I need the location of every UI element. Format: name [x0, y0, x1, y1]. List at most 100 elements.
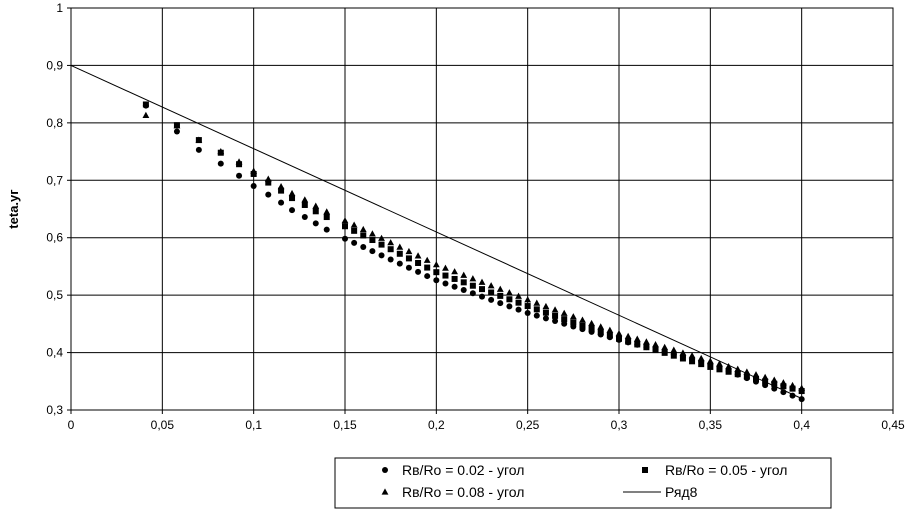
data-point [288, 189, 296, 197]
data-point [789, 385, 796, 392]
data-point [359, 225, 367, 233]
data-point [278, 187, 285, 194]
data-point [542, 315, 549, 322]
data-point [396, 250, 403, 257]
data-point [770, 376, 778, 383]
data-point [423, 256, 431, 263]
data-point [743, 373, 750, 380]
data-point [323, 214, 330, 221]
legend-item: Rв/Ro = 0.08 - угол [381, 484, 524, 500]
data-point [264, 175, 272, 182]
data-point [387, 256, 394, 263]
data-point [478, 278, 486, 285]
y-tick-label: 1 [56, 1, 63, 15]
data-point [289, 195, 296, 202]
data-point [633, 335, 641, 342]
data-point [387, 246, 394, 253]
data-point [798, 396, 805, 403]
data-point [661, 349, 668, 356]
data-point [250, 170, 257, 177]
y-tick-label: 0,4 [46, 346, 63, 360]
x-tick-label: 0,3 [611, 418, 628, 432]
data-point [524, 296, 532, 303]
data-point [342, 235, 348, 242]
data-point [716, 366, 723, 373]
data-point [479, 286, 485, 293]
data-point [670, 346, 678, 353]
data-point [360, 244, 367, 251]
legend-marker [382, 467, 388, 473]
data-point [579, 316, 586, 323]
x-tick-label: 0,2 [428, 418, 445, 432]
y-tick-label: 0,8 [46, 116, 63, 130]
data-point [442, 272, 449, 279]
data-point [289, 207, 296, 214]
data-point [515, 292, 522, 299]
data-point [497, 292, 504, 299]
data-point [173, 122, 181, 129]
data-point [679, 355, 686, 362]
data-point [561, 320, 568, 327]
data-point [415, 259, 422, 266]
data-point [142, 111, 150, 118]
data-point [369, 237, 376, 244]
data-point [643, 344, 650, 351]
data-point [515, 299, 522, 306]
data-point [432, 261, 440, 268]
data-point [688, 352, 696, 359]
data-point [752, 371, 760, 378]
data-point [323, 208, 331, 215]
data-point [533, 299, 541, 306]
data-point [387, 239, 395, 246]
data-point [415, 268, 422, 275]
data-point [597, 323, 605, 330]
data-point [265, 179, 272, 186]
legend: Rв/Ro = 0.02 - угол Rв/Ro = 0.05 - угол Rв… [334, 457, 832, 509]
x-tick-label: 0,05 [151, 418, 175, 432]
data-point [341, 217, 349, 224]
data-point [250, 183, 257, 190]
data-point [780, 383, 787, 390]
data-point [217, 147, 225, 155]
data-point [173, 128, 180, 135]
y-tick-label: 0,7 [46, 173, 63, 187]
data-point [707, 363, 714, 370]
data-point [615, 330, 623, 337]
data-point [588, 319, 595, 327]
data-point [798, 388, 805, 395]
series-4 [70, 64, 802, 399]
legend-label: Ряд8 [665, 484, 698, 500]
data-point [634, 341, 641, 348]
data-point [506, 296, 513, 303]
data-point [301, 196, 309, 203]
data-point [378, 241, 385, 248]
data-point [597, 329, 604, 336]
data-point [579, 322, 586, 329]
data-point [369, 248, 376, 255]
data-point [706, 357, 714, 364]
x-tick-label: 0,25 [516, 418, 540, 432]
x-tick-label: 0,4 [793, 418, 810, 432]
data-point [414, 252, 422, 259]
data-point [301, 214, 308, 221]
data-point [552, 318, 559, 325]
data-point [312, 208, 319, 215]
legend-label: Rв/Ro = 0.08 - угол [402, 484, 524, 500]
data-point [551, 306, 559, 313]
data-point [142, 101, 149, 108]
data-point [451, 283, 458, 290]
data-point [312, 202, 320, 209]
data-point [442, 264, 449, 271]
data-point [771, 380, 778, 387]
data-point [442, 280, 449, 287]
series-line [70, 64, 802, 399]
data-point [351, 239, 358, 246]
data-point [378, 252, 385, 259]
legend-marker [642, 467, 648, 473]
data-point [533, 306, 540, 313]
data-point [616, 335, 622, 342]
x-tick-label: 0,45 [881, 418, 905, 432]
data-point [236, 172, 243, 179]
x-tick-label: 0,35 [699, 418, 723, 432]
data-point [643, 338, 650, 345]
